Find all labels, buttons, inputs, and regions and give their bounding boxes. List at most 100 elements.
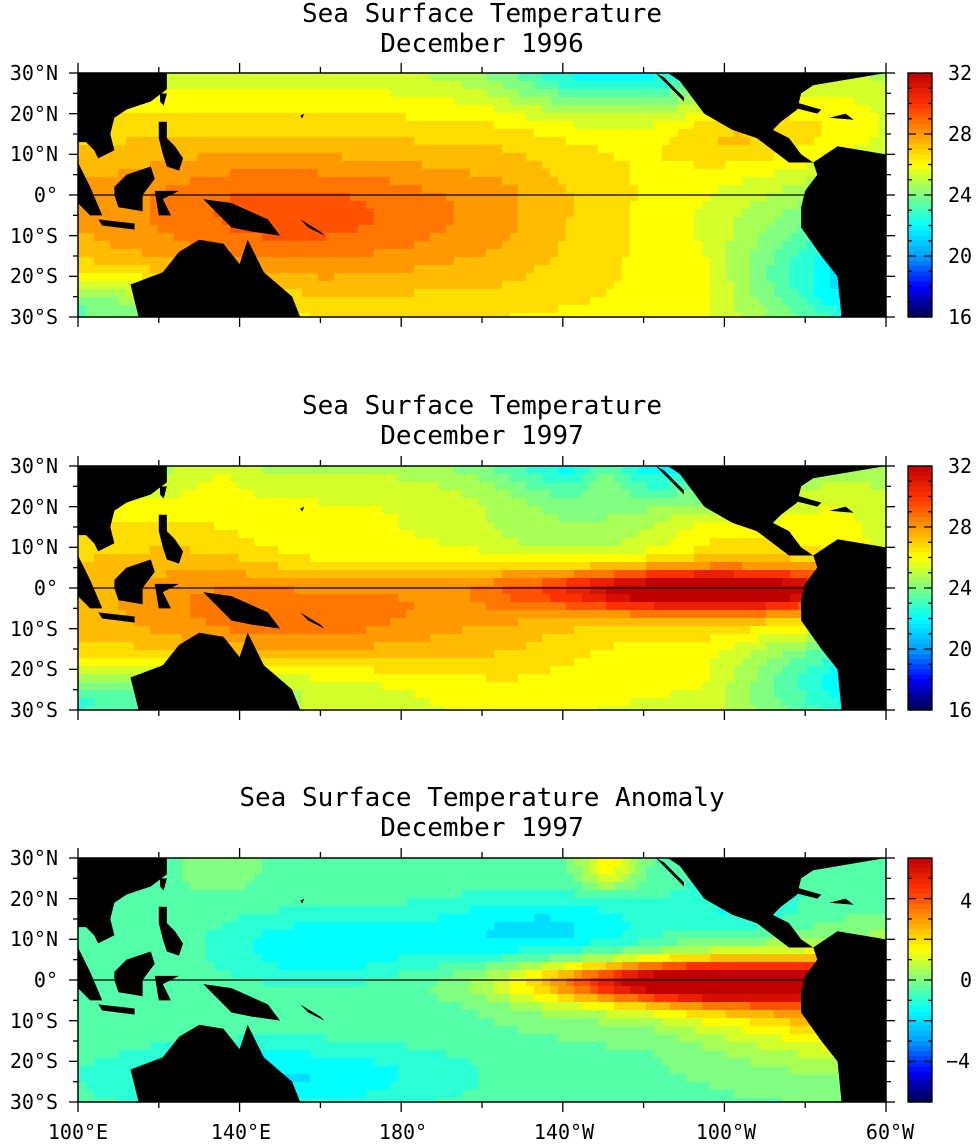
field-cell	[526, 586, 535, 595]
field-cell	[350, 161, 359, 170]
field-cell	[230, 554, 239, 563]
field-cell	[238, 562, 247, 571]
field-cell	[550, 498, 559, 507]
field-cell	[750, 289, 759, 298]
field-cell	[678, 546, 687, 555]
field-cell	[214, 546, 223, 555]
field-cell	[494, 570, 503, 579]
field-cell	[582, 217, 591, 226]
field-cell	[422, 490, 431, 499]
field-cell	[174, 193, 183, 202]
field-cell	[798, 177, 807, 186]
field-cell	[350, 225, 359, 234]
colorbar-swatch	[908, 200, 932, 206]
field-cell	[206, 169, 215, 178]
field-cell	[406, 193, 415, 202]
field-cell	[398, 241, 407, 250]
field-cell	[198, 73, 207, 82]
field-cell	[358, 225, 367, 234]
field-cell	[670, 522, 679, 531]
field-cell	[174, 490, 183, 499]
field-cell	[670, 562, 679, 571]
field-cell	[334, 169, 343, 178]
field-cell	[310, 169, 319, 178]
field-cell	[190, 161, 199, 170]
field-cell	[478, 498, 487, 507]
colorbar-swatch	[908, 124, 932, 130]
field-cell	[254, 586, 263, 595]
field-cell	[422, 297, 431, 306]
field-cell	[670, 185, 679, 194]
field-cell	[238, 121, 247, 130]
field-cell	[350, 249, 359, 258]
field-cell	[326, 185, 335, 194]
field-cell	[374, 498, 383, 507]
field-cell	[686, 193, 695, 202]
field-cell	[718, 257, 727, 266]
field-cell	[158, 562, 167, 571]
field-cell	[734, 241, 743, 250]
field-cell	[182, 474, 191, 483]
field-cell	[726, 289, 735, 298]
field-cell	[430, 185, 439, 194]
field-cell	[726, 145, 735, 154]
field-cell	[286, 498, 295, 507]
field-cell	[574, 265, 583, 274]
field-cell	[86, 257, 95, 266]
field-cell	[310, 297, 319, 306]
field-cell	[590, 233, 599, 242]
field-cell	[422, 177, 431, 186]
field-cell	[510, 177, 519, 186]
field-cell	[462, 249, 471, 258]
field-cell	[422, 562, 431, 571]
field-cell	[470, 241, 479, 250]
field-cell	[622, 169, 631, 178]
field-cell	[294, 570, 303, 579]
field-cell	[182, 225, 191, 234]
field-cell	[278, 249, 287, 258]
field-cell	[550, 265, 559, 274]
field-cell	[486, 273, 495, 282]
colorbar-swatch	[908, 215, 932, 221]
field-cell	[198, 137, 207, 146]
field-cell	[806, 121, 815, 130]
field-cell	[598, 121, 607, 130]
field-cell	[198, 225, 207, 234]
field-cell	[454, 562, 463, 571]
field-cell	[470, 554, 479, 563]
field-cell	[174, 81, 183, 90]
field-cell	[702, 193, 711, 202]
field-cell	[550, 105, 559, 114]
field-cell	[422, 273, 431, 282]
field-cell	[446, 193, 455, 202]
field-cell	[422, 233, 431, 242]
field-cell	[446, 506, 455, 515]
field-cell	[582, 281, 591, 290]
field-cell	[382, 153, 391, 162]
field-cell	[182, 554, 191, 563]
field-cell	[558, 594, 567, 603]
field-cell	[614, 89, 623, 98]
field-cell	[310, 594, 319, 603]
field-cell	[310, 177, 319, 186]
field-cell	[462, 153, 471, 162]
field-cell	[502, 506, 511, 515]
field-cell	[534, 113, 543, 122]
field-cell	[414, 257, 423, 266]
field-cell	[294, 241, 303, 250]
field-cell	[102, 562, 111, 571]
field-cell	[454, 177, 463, 186]
field-cell	[374, 546, 383, 555]
field-cell	[262, 594, 271, 603]
field-cell	[510, 530, 519, 539]
field-cell	[326, 241, 335, 250]
field-cell	[294, 506, 303, 515]
field-cell	[494, 217, 503, 226]
field-cell	[702, 217, 711, 226]
field-cell	[566, 89, 575, 98]
field-cell	[518, 161, 527, 170]
field-cell	[206, 522, 215, 531]
field-cell	[358, 570, 367, 579]
field-cell	[262, 538, 271, 547]
field-cell	[846, 474, 855, 483]
